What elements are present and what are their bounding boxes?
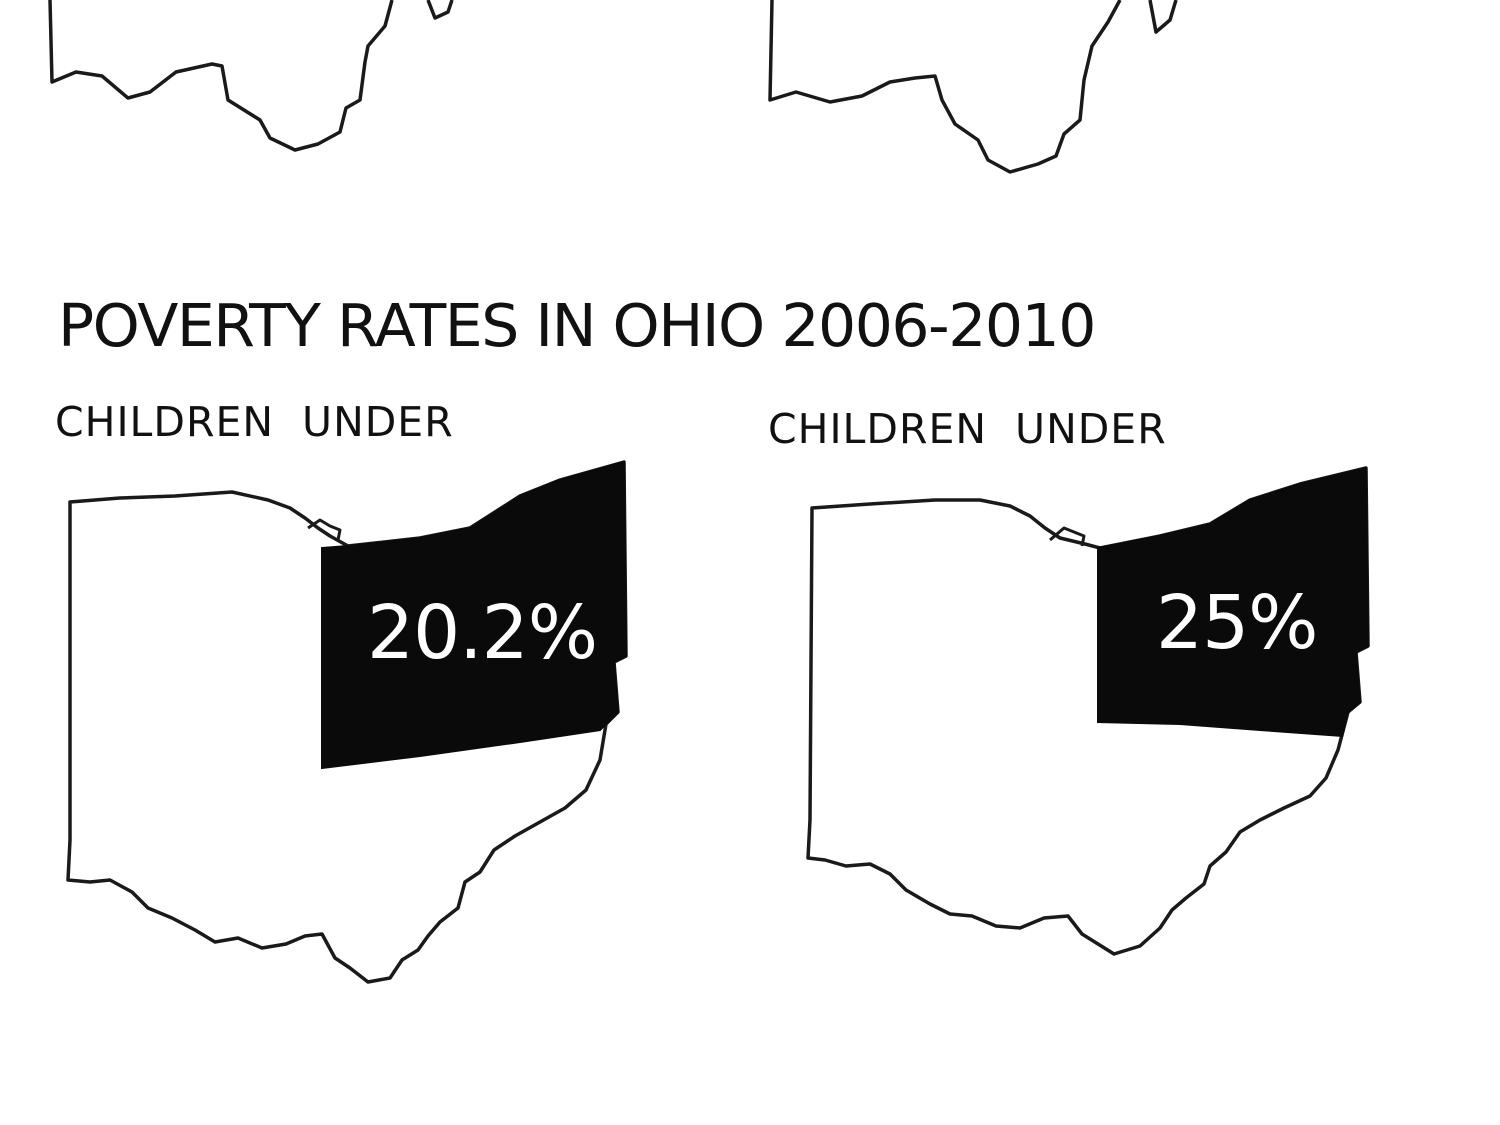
ohio-region-right (1097, 466, 1370, 738)
map-subtitle-right: CHILDREN UNDER (768, 405, 1167, 453)
value-label-right: 25% (1156, 580, 1318, 666)
value-label-left: 20.2% (367, 590, 598, 676)
ohio-region-left (321, 460, 628, 770)
map-subtitle-left: CHILDREN UNDER (55, 398, 454, 446)
chart-title: POVERTY RATES IN OHIO 2006-2010 (58, 292, 1096, 361)
